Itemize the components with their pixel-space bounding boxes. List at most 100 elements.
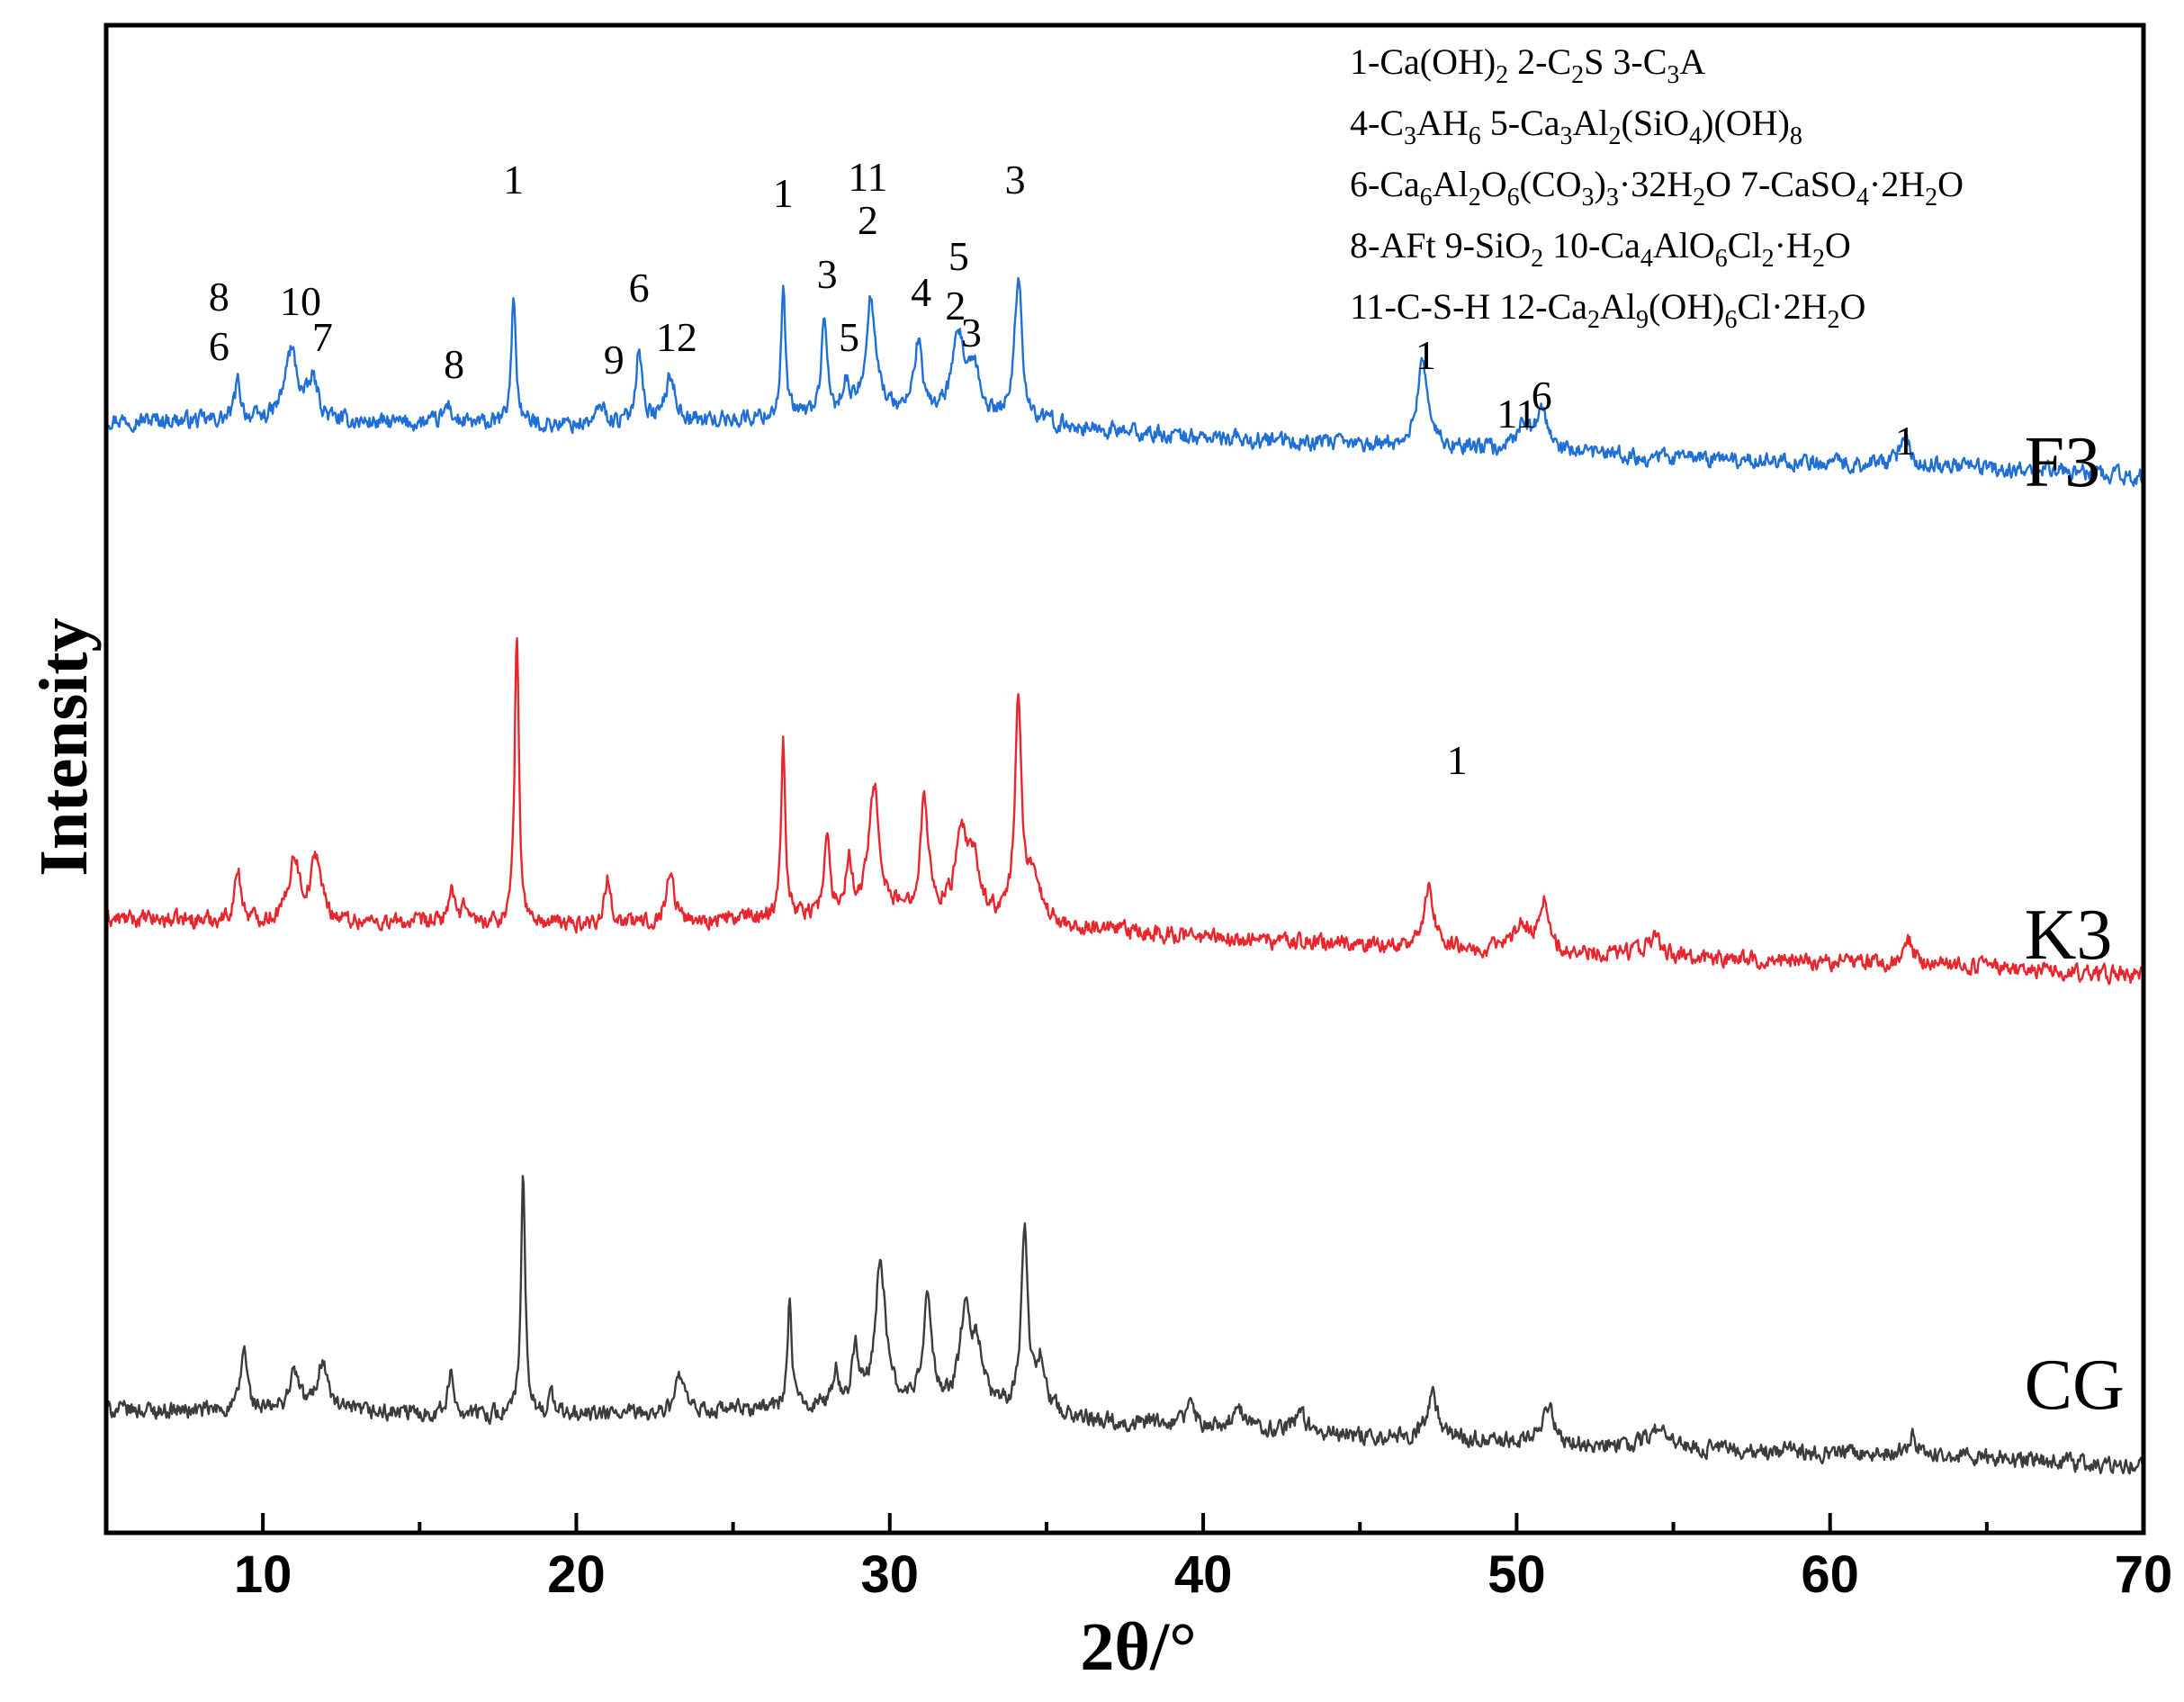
legend-text-part: S 3-C [1584,41,1667,82]
legend-entry: 1-Ca(OH)2 2-C2S 3-C3A [1350,41,1705,89]
series-line-f3 [104,276,2144,487]
legend-text-part: 4-C [1350,103,1404,143]
peak-label: 5 [839,314,859,360]
peak-label: 1 [1416,332,1436,378]
x-axis-title: 2θ/° [1080,1609,1196,1685]
legend-entry: 11-C-S-H 12-Ca2Al9(OH)6Cl·2H2O [1350,286,1865,334]
legend-subscript: 2 [1571,61,1584,89]
series-label-k3: K3 [2025,896,2113,975]
peak-label: 12 [656,314,697,360]
legend-text-part: ·2H [1869,164,1925,204]
peak-label: 3 [817,251,838,297]
legend-subscript: 6 [1420,184,1433,212]
legend-text-part: 5-Ca [1481,103,1560,143]
legend-subscript: 3 [1560,122,1573,150]
legend-text-part: AH [1416,103,1469,143]
plot-frame [103,23,2146,1535]
legend-subscript: 3 [1582,184,1595,212]
legend-text-part: O [1481,164,1507,204]
axes-layer: 10 20 30 40 50 60 70 [103,23,2172,1604]
legend-text-part: O [1825,225,1851,266]
legend-subscript: 2 [1827,306,1839,334]
x-tick-label: 30 [861,1545,920,1604]
legend-text-part: (SiO [1622,103,1690,143]
peak-label: 7 [312,314,333,360]
peak-label: 1 [1895,418,1916,464]
legend-subscript: 2 [1812,245,1825,273]
peak-label: 1 [773,170,794,216]
legend-subscript: 2 [1762,245,1775,273]
peak-label: 2 [858,197,878,243]
legend-text-part: Al [1600,286,1636,327]
legend-subscript: 2 [1531,245,1543,273]
peak-label: 1 [503,157,524,203]
peak-label: 11 [1496,391,1536,437]
legend-subscript: 2 [1469,184,1481,212]
legend-text-part: 1-Ca(OH) [1350,41,1496,82]
legend-text-part: Cl [1728,225,1762,266]
legend-text-part: O 7-CaSO [1705,164,1856,204]
legend-subscript: 3 [1404,122,1416,150]
peak-label: 3 [961,310,982,356]
legend-subscript: 6 [1715,245,1728,273]
traces-layer [104,276,2144,1475]
legend-text-part: O [1937,164,1964,204]
x-tick-label: 20 [547,1545,606,1604]
x-tick-label: 40 [1174,1545,1233,1604]
legend-text-part: 10-Ca [1543,225,1640,266]
peak-label: 8 [209,274,229,320]
legend-text-part: 8-AFt 9-SiO [1350,225,1531,266]
legend-subscript: 6 [1469,122,1481,150]
legend-text-part: A [1679,41,1705,82]
legend-text-part: ·32H [1619,164,1693,204]
legend-text-part: ·H [1775,225,1812,266]
legend-text-part: 6-Ca [1350,164,1420,204]
peak-label: 4 [911,269,931,315]
legend-subscript: 2 [1587,306,1600,334]
legend-subscript: 2 [1925,184,1937,212]
legend-text-part: )(OH) [1702,103,1790,143]
legend-subscript: 2 [1693,184,1705,212]
legend-text-part: 2-C [1508,41,1571,82]
legend-text-part: Al [1573,103,1609,143]
titles-layer: 2θ/° Intensity F3 K3 CG [26,423,2125,1685]
peak-label: 2 [945,283,966,329]
legend-subscript: 4 [1689,122,1702,150]
legend-text-part: Al [1433,164,1469,204]
legend-entry: 6-Ca6Al2O6(CO3)3·32H2O 7-CaSO4·2H2O [1350,164,1964,212]
legend-text-part: Cl·2H [1737,286,1827,327]
y-axis-title: Intensity [26,617,102,876]
legend-text-part: 11-C-S-H 12-Ca [1350,286,1587,327]
legend-text-part: (OH) [1649,286,1724,327]
series-label-cg: CG [2025,1346,2125,1425]
legend-entry: 8-AFt 9-SiO2 10-Ca4AlO6Cl2·H2O [1350,225,1851,273]
series-line-k3 [104,637,2144,986]
legend-subscript: 3 [1667,61,1679,89]
peak-label: 8 [444,341,464,387]
legend-subscript: 4 [1640,245,1653,273]
legend-subscript: 3 [1606,184,1619,212]
legend-subscript: 4 [1856,184,1869,212]
series-label-f3: F3 [2025,423,2101,502]
legend-text-part: (CO [1520,164,1582,204]
legend-entry: 4-C3AH6 5-Ca3Al2(SiO4)(OH)8 [1350,103,1802,150]
x-tick-label: 60 [1801,1545,1859,1604]
legend-text-part: AlO [1653,225,1715,266]
peak-label: 6 [209,323,229,369]
legend-text-part: ) [1595,164,1606,204]
peak-label: 6 [1532,373,1552,419]
legend-text-part: O [1839,286,1865,327]
peak-label: 6 [629,265,650,311]
legend-subscript: 6 [1724,306,1737,334]
x-tick-label: 10 [234,1545,292,1604]
peak-label: 11 [848,154,887,200]
legend-subscript: 9 [1636,306,1649,334]
peak-label: 10 [280,278,321,324]
peak-label: 1 [1447,737,1468,783]
legend-subscript: 8 [1790,122,1802,150]
legend-subscript: 6 [1507,184,1520,212]
